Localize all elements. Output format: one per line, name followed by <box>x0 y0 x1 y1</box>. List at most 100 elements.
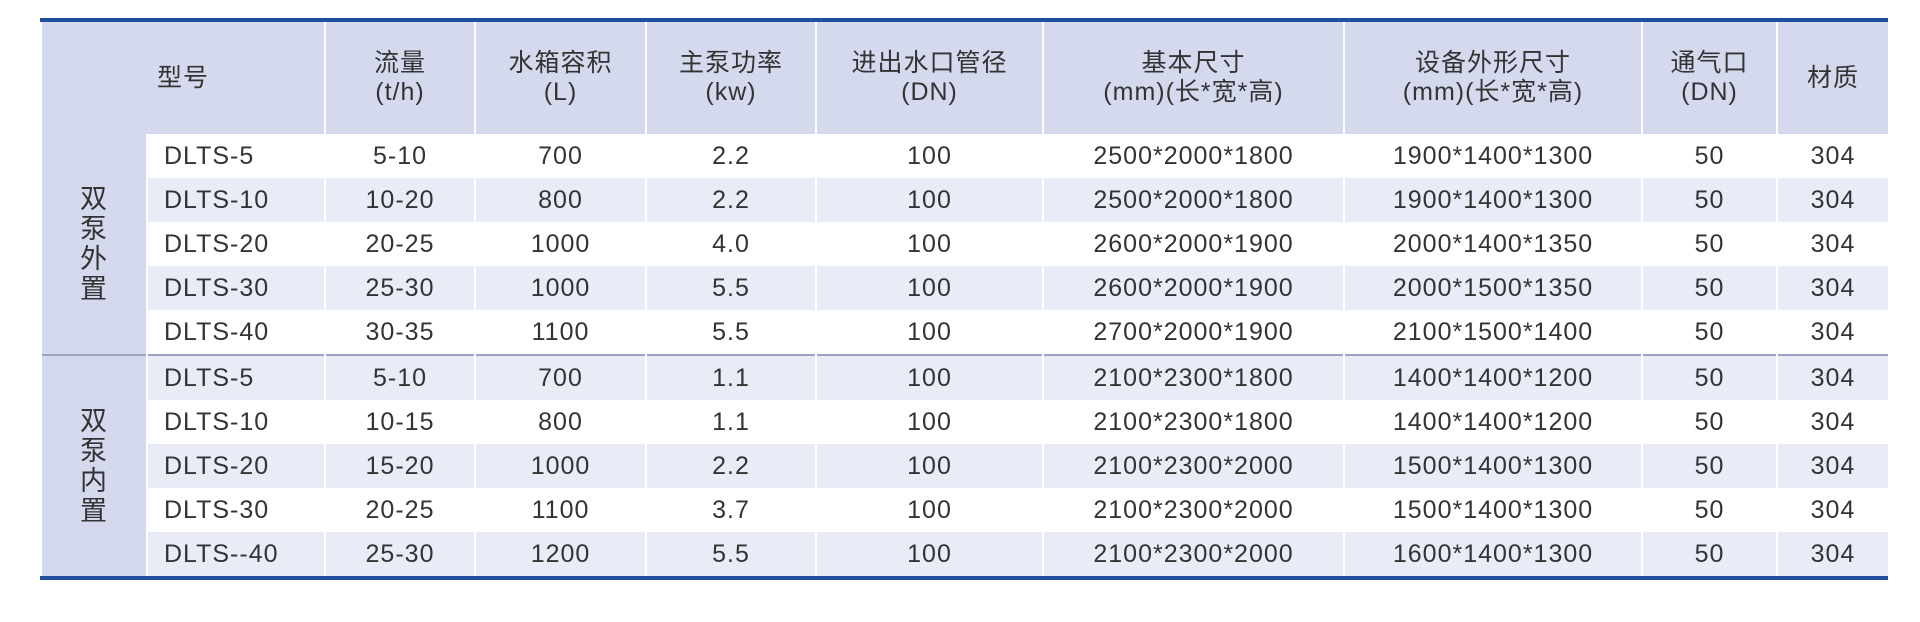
value-cell: 50 <box>1641 354 1778 400</box>
value-cell: 1000 <box>474 444 647 488</box>
value-cell: 100 <box>815 310 1044 355</box>
value-cell: 304 <box>1776 400 1889 444</box>
value-cell: 2.2 <box>645 178 817 222</box>
header-cell: 主泵功率 (kw) <box>645 20 817 134</box>
header-text: (mm)(长*宽*高) <box>1402 78 1584 106</box>
value-cell: 1200 <box>474 532 647 578</box>
value-cell: 1000 <box>474 222 647 266</box>
value-cell: 50 <box>1641 222 1778 266</box>
value-cell: 2600*2000*1900 <box>1042 266 1345 310</box>
header-text: (t/h) <box>375 78 425 106</box>
header-text: (mm)(长*宽*高) <box>1103 78 1284 106</box>
model-cell: DLTS-5 <box>145 134 326 178</box>
value-cell: 1400*1400*1200 <box>1343 354 1643 400</box>
header-row: 型号 流量 (t/h) 水箱容积 (L) 主泵功率 (kw) 进出水口管径 (DN) 基本尺寸 (m… <box>39 20 1889 134</box>
value-cell: 100 <box>815 488 1044 532</box>
value-cell: 5.5 <box>645 310 817 355</box>
value-cell: 100 <box>815 134 1044 178</box>
value-cell: 2700*2000*1900 <box>1042 310 1345 355</box>
value-cell: 100 <box>815 354 1044 400</box>
header-cell: 通气口 (DN) <box>1641 20 1778 134</box>
value-cell: 1900*1400*1300 <box>1343 134 1643 178</box>
header-text: (kw) <box>705 78 757 106</box>
value-cell: 800 <box>474 178 647 222</box>
value-cell: 20-25 <box>324 488 476 532</box>
group-label: 双泵内置 <box>40 354 147 578</box>
value-cell: 700 <box>474 134 647 178</box>
header-cell: 设备外形尺寸 (mm)(长*宽*高) <box>1343 20 1643 134</box>
value-cell: 10-15 <box>324 400 476 444</box>
data-row: DLTS--40 25-30 1200 5.5 100 2100*2300*2000 160… <box>41 532 1889 578</box>
header-text: 水箱容积 <box>508 49 613 77</box>
value-cell: 1100 <box>474 310 647 355</box>
header-cell: 水箱容积 (L) <box>474 20 647 134</box>
value-cell: 304 <box>1776 444 1889 488</box>
value-cell: 304 <box>1776 310 1889 355</box>
value-cell: 100 <box>815 222 1044 266</box>
group-label: 双泵外置 <box>40 134 147 355</box>
value-cell: 25-30 <box>324 266 476 310</box>
header-cell: 型号 <box>39 20 326 134</box>
value-cell: 100 <box>815 178 1044 222</box>
value-cell: 304 <box>1776 178 1889 222</box>
header-text: (L) <box>543 78 578 106</box>
header-text: 进出水口管径 <box>851 49 1008 77</box>
value-cell: 50 <box>1641 134 1778 178</box>
value-cell: 2600*2000*1900 <box>1042 222 1345 266</box>
value-cell: 2100*2300*2000 <box>1042 532 1345 578</box>
value-cell: 10-20 <box>324 178 476 222</box>
data-row: DLTS-30 25-30 1000 5.5 100 2600*2000*1900 2000… <box>41 266 1889 310</box>
value-cell: 50 <box>1641 532 1778 578</box>
value-cell: 50 <box>1641 400 1778 444</box>
data-row: DLTS-30 20-25 1100 3.7 100 2100*2300*2000 1500… <box>41 488 1889 532</box>
value-cell: 5.5 <box>645 532 817 578</box>
value-cell: 304 <box>1776 222 1889 266</box>
table-body: 双泵外置 DLTS-5 5-10 700 2.2 100 2500*2000*1800 190… <box>40 134 1889 578</box>
value-cell: 100 <box>815 532 1044 578</box>
header-text: 材质 <box>1807 63 1860 92</box>
model-cell: DLTS-40 <box>145 310 326 355</box>
value-cell: 1.1 <box>645 400 817 444</box>
value-cell: 2100*2300*2000 <box>1042 488 1345 532</box>
value-cell: 4.0 <box>645 222 817 266</box>
value-cell: 100 <box>815 400 1044 444</box>
value-cell: 304 <box>1776 134 1889 178</box>
value-cell: 304 <box>1776 354 1889 400</box>
model-cell: DLTS-30 <box>145 488 326 532</box>
value-cell: 100 <box>815 266 1044 310</box>
header-text: (DN) <box>901 78 958 106</box>
value-cell: 100 <box>815 444 1044 488</box>
value-cell: 1500*1400*1300 <box>1343 488 1643 532</box>
header-text: (DN) <box>1681 78 1738 106</box>
value-cell: 5-10 <box>324 134 476 178</box>
value-cell: 2000*1400*1350 <box>1343 222 1643 266</box>
value-cell: 2100*2300*1800 <box>1042 354 1345 400</box>
value-cell: 1600*1400*1300 <box>1343 532 1643 578</box>
value-cell: 800 <box>474 400 647 444</box>
value-cell: 2.2 <box>645 134 817 178</box>
header-cell: 材质 <box>1776 20 1889 134</box>
value-cell: 50 <box>1641 444 1778 488</box>
header-text: 型号 <box>157 63 210 92</box>
value-cell: 2.2 <box>645 444 817 488</box>
data-row: DLTS-20 15-20 1000 2.2 100 2100*2300*2000 1500… <box>41 444 1889 488</box>
value-cell: 50 <box>1641 488 1778 532</box>
model-cell: DLTS-10 <box>145 178 326 222</box>
spec-table: 型号 流量 (t/h) 水箱容积 (L) 主泵功率 (kw) 进出水口管径 (DN) 基本尺寸 (m… <box>39 18 1889 580</box>
value-cell: 1100 <box>474 488 647 532</box>
value-cell: 50 <box>1641 266 1778 310</box>
value-cell: 1900*1400*1300 <box>1343 178 1643 222</box>
model-cell: DLTS-10 <box>145 400 326 444</box>
model-cell: DLTS--40 <box>145 532 326 578</box>
value-cell: 25-30 <box>324 532 476 578</box>
value-cell: 5-10 <box>324 354 476 400</box>
value-cell: 304 <box>1776 488 1889 532</box>
value-cell: 1.1 <box>645 354 817 400</box>
value-cell: 1500*1400*1300 <box>1343 444 1643 488</box>
value-cell: 304 <box>1776 532 1889 578</box>
model-cell: DLTS-30 <box>145 266 326 310</box>
value-cell: 2500*2000*1800 <box>1042 134 1345 178</box>
value-cell: 304 <box>1776 266 1889 310</box>
header-cell: 基本尺寸 (mm)(长*宽*高) <box>1042 20 1345 134</box>
value-cell: 5.5 <box>645 266 817 310</box>
